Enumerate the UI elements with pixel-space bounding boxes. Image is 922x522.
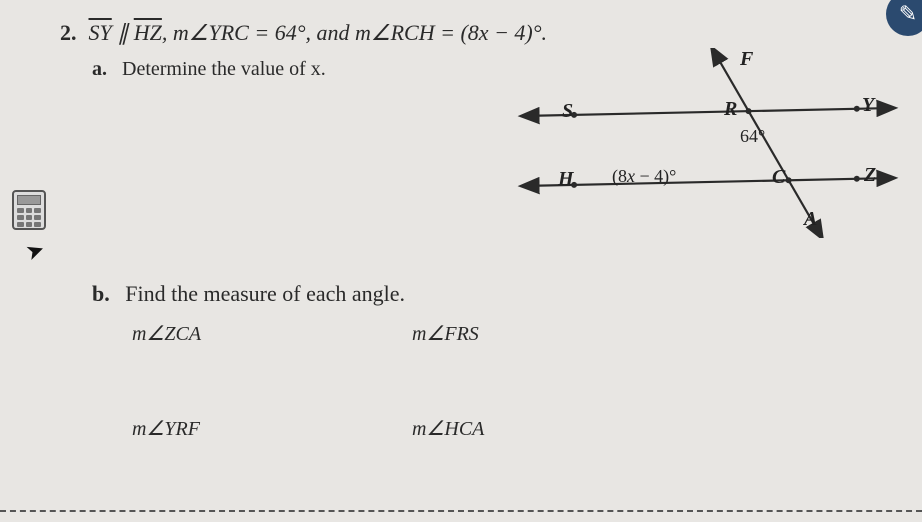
part-a-text: Determine the value of x. — [122, 58, 326, 80]
diagram-label-C: C — [772, 166, 785, 189]
calculator-icon — [12, 190, 46, 230]
diagram-label-H: H — [558, 168, 574, 191]
part-b-label: b. — [92, 281, 110, 306]
angle-HCA: m∠HCA — [412, 416, 692, 441]
angle-ZCA: m∠ZCA — [132, 321, 412, 346]
diagram-label-R: R — [724, 98, 737, 121]
ray-SY: SY — [89, 20, 112, 45]
part-b-text: Find the measure of each angle. — [125, 281, 405, 306]
geometry-diagram: F S R Y H C Z A 64° (8x − 4)° — [502, 48, 902, 238]
diagram-label-S: S — [562, 100, 573, 123]
angle-YRF: m∠YRF — [132, 416, 412, 441]
cursor-icon: ➤ — [22, 236, 48, 267]
problem-number: 2. — [60, 20, 77, 46]
workbook-badge-icon: ✎ — [886, 0, 922, 36]
section-divider — [0, 510, 922, 512]
diagram-label-Y: Y — [862, 94, 874, 117]
diagram-angle-8x: (8x − 4)° — [612, 166, 676, 187]
ray-HZ: HZ — [134, 20, 162, 45]
angle-FRS: m∠FRS — [412, 321, 692, 346]
diagram-svg — [502, 48, 902, 238]
problem-header: 2. SY ∥ HZ, m∠YRC = 64°, and m∠RCH = (8x… — [60, 20, 882, 46]
diagram-label-A: A — [804, 208, 817, 231]
diagram-angle-64: 64° — [740, 126, 765, 147]
diagram-label-F: F — [740, 48, 753, 71]
diagram-label-Z: Z — [864, 164, 876, 187]
part-a-label: a. — [92, 58, 107, 80]
problem-given: SY ∥ HZ, m∠YRC = 64°, and m∠RCH = (8x − … — [89, 20, 548, 46]
part-b: b. Find the measure of each angle. m∠ZCA… — [92, 281, 882, 441]
